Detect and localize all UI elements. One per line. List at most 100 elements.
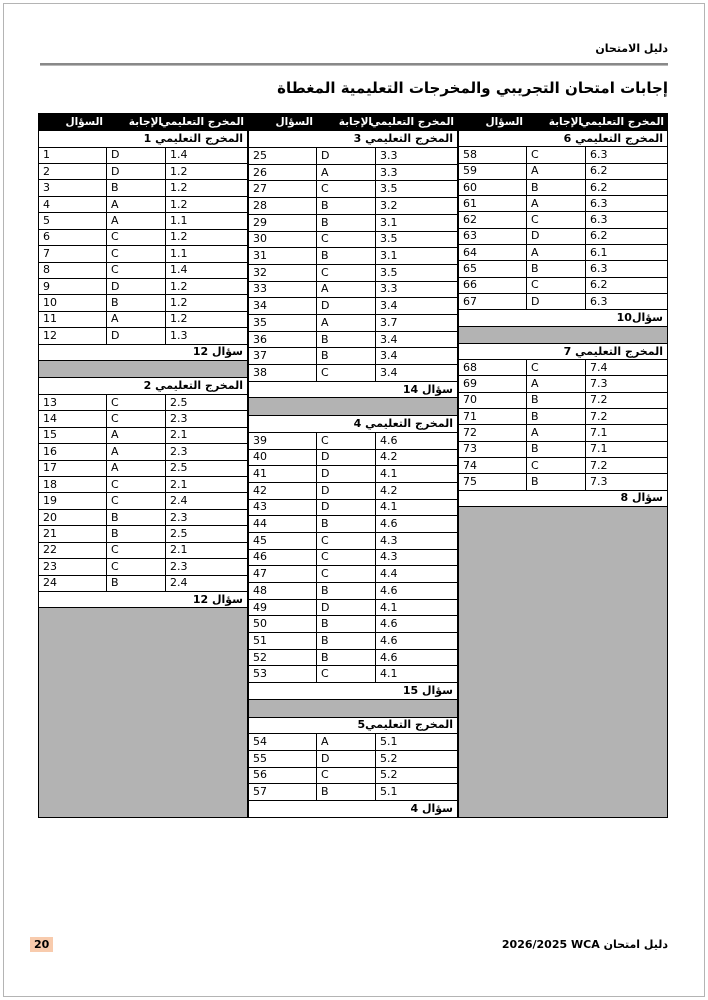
outcome-cell: 3.2 (375, 197, 458, 215)
outcome-cell: 2.3 (165, 558, 248, 576)
question-cell: 29 (248, 213, 317, 232)
answer-cell: B (106, 508, 166, 527)
answer-cell: B (316, 648, 376, 667)
question-cell: 22 (38, 541, 107, 560)
question-row: 1.1 A 5 (38, 212, 248, 230)
question-cell: 50 (248, 615, 317, 634)
answer-cell: A (106, 459, 166, 478)
answer-cell: C (526, 359, 586, 377)
footer-brand: WCA (570, 938, 600, 951)
question-cell: 24 (38, 574, 107, 592)
outcome-cell: 2.4 (165, 574, 248, 592)
shaded-filler-row (38, 360, 248, 379)
answer-cell: C (316, 565, 376, 583)
question-cell: 28 (248, 197, 317, 215)
question-row: 6.3 C 58 (458, 146, 668, 164)
answer-cell: C (106, 476, 166, 494)
question-row: 5.2 D 55 (248, 749, 458, 768)
question-cell: 61 (458, 195, 527, 213)
question-row: 7.4 C 68 (458, 359, 668, 377)
outcome-cell: 7.3 (585, 473, 668, 491)
answer-cell: B (106, 294, 166, 312)
answer-cell: A (106, 310, 166, 329)
question-row: 1.2 B 3 (38, 179, 248, 197)
question-row: 2.3 C 23 (38, 558, 248, 576)
outcome-cell: 4.6 (375, 648, 458, 667)
question-cell: 13 (38, 393, 107, 412)
question-row: 2.4 B 24 (38, 574, 248, 592)
question-row: 4.1 D 43 (248, 498, 458, 517)
outcome-cell: 6.3 (585, 146, 668, 164)
outcome-cell: 4.6 (375, 515, 458, 533)
question-cell: 27 (248, 180, 317, 199)
outcome-cell: 1.2 (165, 228, 248, 247)
question-cell: 75 (458, 473, 527, 491)
outcome-cell: 2.5 (165, 525, 248, 543)
question-cell: 72 (458, 424, 527, 442)
question-row: 1.2 B 10 (38, 294, 248, 312)
outcome-cell: 4.2 (375, 448, 458, 467)
question-count-row: سؤال 15 (248, 682, 458, 700)
outcome-section-row: المخرج التعليمي 2 (38, 377, 248, 395)
outcome-cell: 4.1 (375, 498, 458, 517)
question-row: 2.3 A 16 (38, 443, 248, 461)
answer-cell: B (316, 515, 376, 533)
shaded-cell (248, 698, 458, 718)
answer-cell: C (316, 431, 376, 450)
column-header: الإجابة (106, 112, 166, 132)
outcome-cell: 1.2 (165, 294, 248, 312)
answer-cell: B (526, 408, 586, 426)
answer-cell: A (526, 195, 586, 213)
outcome-cell: 7.2 (585, 408, 668, 426)
outcome-section-label: المخرج التعليمي5 (248, 716, 458, 735)
answer-cell: B (316, 247, 376, 265)
answer-cell: C (316, 180, 376, 199)
answer-cell: C (106, 541, 166, 560)
question-row: 1.4 D 1 (38, 146, 248, 164)
outcome-cell: 7.1 (585, 440, 668, 458)
answer-cell: B (106, 179, 166, 197)
column-header: الإجابة (316, 112, 376, 132)
answer-cell: D (316, 481, 376, 500)
question-cell: 3 (38, 179, 107, 197)
question-cell: 52 (248, 648, 317, 667)
question-row: 4.3 C 46 (248, 548, 458, 567)
answer-cell: C (106, 261, 166, 279)
outcome-cell: 7.3 (585, 375, 668, 393)
outcome-cell: 3.4 (375, 364, 458, 382)
outcome-cell: 5.1 (375, 783, 458, 801)
answer-cell: C (526, 146, 586, 164)
question-row: 1.2 A 4 (38, 195, 248, 214)
answer-cell: D (316, 297, 376, 315)
question-row: 1.2 A 11 (38, 310, 248, 329)
question-row: 2.1 C 22 (38, 541, 248, 560)
question-count-label: سؤال 15 (248, 682, 458, 700)
answer-cell: C (316, 548, 376, 567)
column-header-row: المخرج التعليمي الإجابة السؤال (38, 112, 248, 132)
shaded-cell (458, 505, 668, 819)
outcome-section-label: المخرج التعليمي 6 (458, 129, 668, 148)
page-title: إجابات امتحان التجريبي والمخرجات التعليم… (277, 79, 668, 97)
answer-cell: D (316, 749, 376, 768)
answer-cell: B (526, 473, 586, 491)
outcome-cell: 1.1 (165, 245, 248, 263)
outcome-cell: 7.1 (585, 424, 668, 442)
answer-cell: C (106, 245, 166, 263)
answer-cell: A (526, 375, 586, 393)
question-cell: 1 (38, 146, 107, 164)
question-cell: 25 (248, 147, 317, 165)
outcome-section-row: المخرج التعليمي 7 (458, 342, 668, 361)
question-row: 4.2 D 40 (248, 448, 458, 467)
outcome-section-row: المخرج التعليمي5 (248, 716, 458, 735)
question-row: 2.4 C 19 (38, 492, 248, 510)
outcome-cell: 1.2 (165, 277, 248, 296)
column-header: السؤال (248, 112, 317, 132)
column-header: المخرج التعليمي (160, 112, 248, 132)
question-row: 6.2 D 63 (458, 227, 668, 246)
question-row: 7.1 B 73 (458, 440, 668, 458)
outcome-cell: 4.1 (375, 598, 458, 617)
outcome-section-row: المخرج التعليمي 6 (458, 129, 668, 148)
question-row: 6.3 A 61 (458, 195, 668, 213)
outcome-cell: 3.1 (375, 247, 458, 265)
